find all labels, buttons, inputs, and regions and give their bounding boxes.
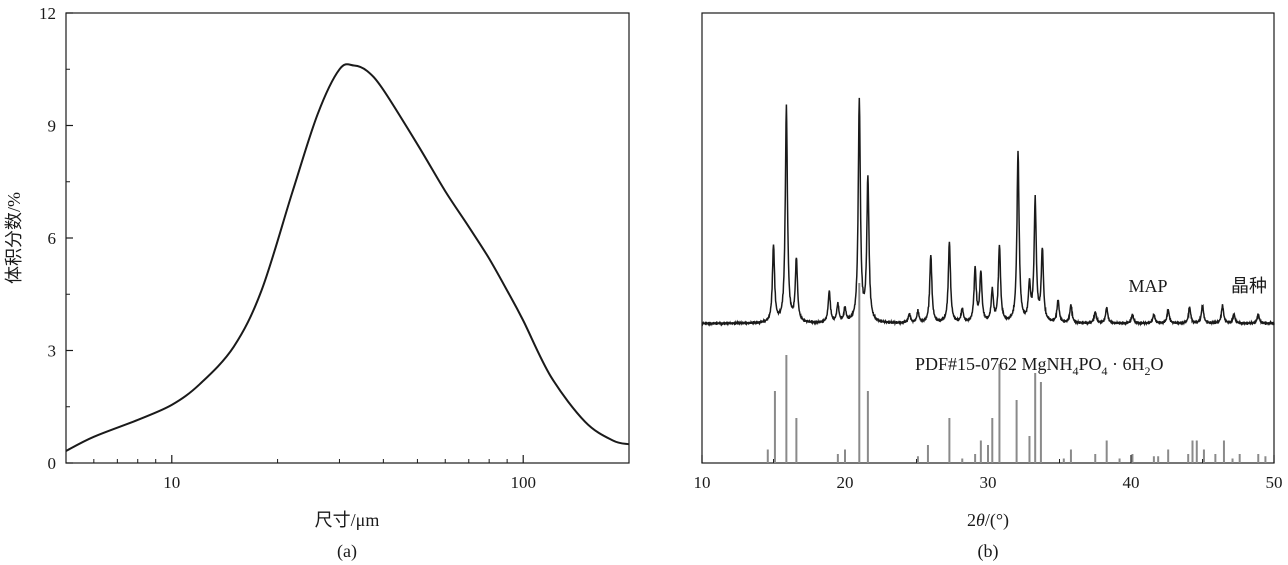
pdf-part-1: PDF#15-0762 MgNH (915, 354, 1073, 374)
size-distribution-line (65, 63, 630, 452)
xrd-pattern-line (701, 97, 1275, 327)
panel-a-ticks: 0 3 6 9 12 10 100 (39, 4, 630, 492)
panel-b-caption: (b) (978, 541, 999, 562)
panel-b-xtick-label: 20 (837, 473, 854, 492)
xlabel-two: 2 (967, 510, 976, 530)
panel-a-frame (65, 12, 630, 464)
map-label: MAP (1128, 276, 1167, 296)
panel-a-ytick-label: 0 (48, 454, 57, 473)
panel-b-xtick-label: 30 (980, 473, 997, 492)
pdf-sub-3: 2 (1145, 364, 1151, 378)
crystal-label: 晶种 (1231, 276, 1267, 296)
panel-a-caption: (a) (337, 541, 357, 562)
pdf-reference-label: PDF#15-0762 MgNH4PO4 · 6H2O (915, 354, 1164, 378)
panel-b-xtick-label: 10 (694, 473, 711, 492)
panel-a-xtick-label: 10 (163, 473, 180, 492)
xlabel-theta: θ (976, 510, 985, 530)
panel-a-ytick-label: 6 (48, 229, 57, 248)
panel-b-xtick-label: 40 (1123, 473, 1140, 492)
panel-a-ylabel: 体积分数/% (4, 192, 24, 284)
panel-a-ytick-label: 12 (39, 4, 56, 23)
panel-b: 10 20 30 40 50 MAP 晶种 PDF#15-0762 MgNH4PO4 ·… (694, 12, 1283, 562)
reference-sticks (766, 283, 1267, 463)
panel-a-xlabel: 尺寸/μm (315, 510, 380, 530)
pdf-part-3: · 6H (1108, 354, 1145, 374)
pdf-sub-2: 4 (1102, 364, 1108, 378)
pdf-part-4: O (1151, 354, 1164, 374)
panel-b-xtick-label: 50 (1266, 473, 1283, 492)
panel-a-ytick-label: 9 (48, 117, 57, 136)
panel-a-xtick-label: 100 (510, 473, 536, 492)
pdf-part-2: PO (1079, 354, 1102, 374)
xlabel-unit: /(°) (985, 510, 1009, 531)
panel-b-xlabel: 2θ/(°) (967, 510, 1009, 531)
pdf-sub-1: 4 (1073, 364, 1079, 378)
panel-a-ytick-label: 3 (48, 342, 57, 361)
panel-a: 0 3 6 9 12 10 100 尺寸/μm 体积分数/% (a) (4, 4, 630, 562)
